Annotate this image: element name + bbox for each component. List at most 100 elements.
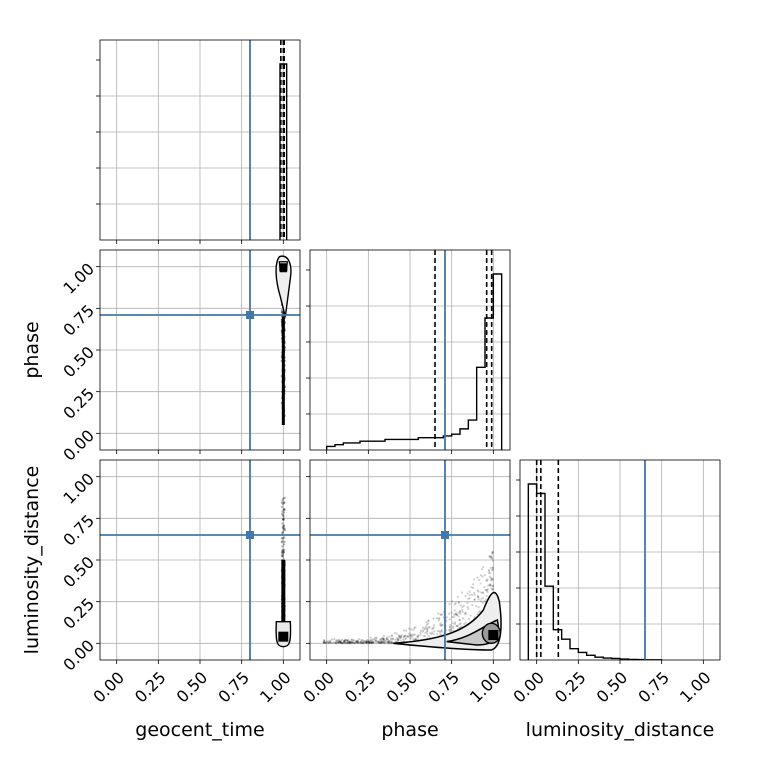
panel-luminosity_distance-vs-phase-sample-point <box>466 606 469 609</box>
panel-luminosity_distance-vs-phase-sample-point <box>363 641 366 644</box>
panel-luminosity_distance-vs-geocent_time-content <box>100 460 300 660</box>
panel-luminosity_distance-vs-phase-sample-point <box>419 629 423 632</box>
panel-luminosity_distance-vs-geocent_time-sample-point <box>282 518 285 521</box>
panel-luminosity_distance-vs-phase-sample-point <box>421 630 424 633</box>
panel-luminosity_distance-vs-phase-sample-point <box>346 642 349 645</box>
panel-luminosity_distance-vs-phase-sample-point <box>346 638 349 642</box>
panel-luminosity_distance-vs-phase-sample-point <box>375 636 378 639</box>
panel-luminosity_distance-vs-phase-sample-point <box>425 623 429 626</box>
panel-luminosity_distance-vs-phase-sample-point <box>397 637 401 640</box>
panel-phase-vs-geocent_time-dense-band <box>281 316 285 425</box>
panel-luminosity_distance-vs-phase-sample-point <box>348 641 351 645</box>
panel-luminosity_distance-vs-phase-sample-point <box>360 642 363 645</box>
panel-luminosity_distance-vs-phase-sample-point <box>471 583 475 586</box>
panel-luminosity_distance-vs-phase-sample-point <box>337 640 341 643</box>
panel-luminosity_distance-vs-phase-sample-point <box>437 619 440 622</box>
panel-luminosity_distance-vs-phase-sample-point <box>359 640 362 643</box>
panel-luminosity_distance-vs-phase-sample-point <box>407 635 410 638</box>
panel-luminosity_distance-vs-phase-sample-point <box>369 636 372 639</box>
panel-luminosity_distance-vs-phase-sample-point <box>375 639 378 642</box>
panel-luminosity_distance-vs-phase-sample-point <box>479 582 482 585</box>
panel-luminosity_distance-vs-phase-sample-point <box>382 638 385 641</box>
panel-luminosity_distance-vs-phase-sample-point <box>428 626 431 629</box>
panel-phase-vs-geocent_time-sample-point <box>280 310 284 314</box>
panel-luminosity_distance-vs-phase-sample-point <box>356 641 360 644</box>
panel-phase-vs-geocent_time-ytick-label: 0.00 <box>59 426 98 465</box>
panel-luminosity_distance-vs-phase-sample-point <box>382 640 386 643</box>
panel-luminosity_distance-vs-phase-xtick-label: 0.00 <box>299 668 338 707</box>
panel-luminosity_distance-vs-phase-sample-point <box>490 551 494 554</box>
panel-luminosity_distance-vs-phase-sample-point <box>377 641 381 644</box>
panel-luminosity_distance-vs-phase-sample-point <box>365 641 368 644</box>
panel-luminosity_distance-vs-phase-sample-point <box>379 641 382 645</box>
panel-luminosity_distance-vs-phase-sample-point <box>340 641 344 645</box>
panel-luminosity_distance-vs-phase-sample-point <box>347 641 350 644</box>
panel-luminosity_distance-vs-geocent_time-ytick-label: 0.25 <box>59 594 98 633</box>
panel-luminosity_distance-vs-phase-sample-point <box>491 584 494 587</box>
panel-luminosity_distance-vs-phase-sample-point <box>395 636 399 640</box>
panel-luminosity_distance-vs-phase-sample-point <box>453 615 456 619</box>
panel-luminosity_distance-vs-phase-injection-marker <box>441 531 449 539</box>
panel-luminosity_distance-vs-geocent_time-xtick-label: 0.50 <box>173 668 212 707</box>
panel-luminosity_distance-vs-phase-sample-point <box>413 633 416 636</box>
panel-luminosity_distance-vs-phase-sample-point <box>366 641 369 644</box>
panel-luminosity_distance-vs-phase-sample-point <box>460 608 464 612</box>
panel-luminosity_distance-vs-phase-sample-point <box>338 640 341 644</box>
panel-luminosity_distance-vs-phase-sample-point <box>477 596 480 599</box>
panel-luminosity_distance-vs-phase-sample-point <box>338 640 341 644</box>
panel-luminosity_distance-vs-phase-sample-point <box>449 628 452 631</box>
panel-luminosity_distance-vs-phase-sample-point <box>323 639 326 642</box>
panel-luminosity_distance-vs-phase-sample-point <box>448 626 452 629</box>
panel-luminosity_distance-vs-phase-sample-point <box>374 639 377 642</box>
panel-luminosity_distance-vs-phase-sample-point <box>397 635 401 638</box>
panel-luminosity_distance-vs-phase-sample-point <box>477 598 480 601</box>
panel-luminosity_distance-vs-phase-sample-point <box>359 641 363 644</box>
panel-luminosity_distance-vs-phase-sample-point <box>473 591 476 595</box>
panel-luminosity_distance-vs-phase-sample-point <box>343 639 347 642</box>
panel-luminosity_distance-vs-phase-sample-point <box>353 641 356 645</box>
panel-luminosity_distance-vs-phase-sample-point <box>456 624 459 628</box>
panel-luminosity_distance-vs-phase-sample-point <box>388 642 391 645</box>
panel-luminosity_distance-vs-geocent_time-injection-marker <box>246 531 254 539</box>
panel-phase-vs-geocent_time-injection-marker <box>246 311 254 319</box>
panel-luminosity_distance-vs-phase-sample-point <box>454 613 457 616</box>
panel-luminosity_distance-vs-phase-sample-point <box>345 639 348 642</box>
panel-luminosity_distance-vs-phase-sample-point <box>380 637 383 641</box>
panel-luminosity_distance-vs-phase-sample-point <box>473 598 476 602</box>
panel-luminosity_distance-vs-phase-sample-point <box>346 639 349 642</box>
panel-luminosity_distance-vs-phase-sample-point <box>358 642 361 645</box>
panel-phase-vs-geocent_time-ytick-label: 0.50 <box>59 343 98 382</box>
panel-luminosity_distance-vs-phase-sample-point <box>367 641 371 644</box>
panel-luminosity_distance-vs-phase-sample-point <box>481 601 485 605</box>
panel-luminosity_distance-vs-phase-sample-point <box>368 641 371 644</box>
panel-luminosity_distance-vs-geocent_time-ytick-label: 0.50 <box>59 553 98 592</box>
panel-luminosity_distance-vs-phase-sample-point <box>387 640 390 643</box>
panel-luminosity_distance-vs-phase-sample-point <box>486 588 489 591</box>
panel-luminosity_distance-vs-phase-sample-point <box>436 629 439 633</box>
panel-luminosity_distance-vs-phase-sample-point <box>365 641 368 644</box>
panel-luminosity_distance-vs-phase-sample-point <box>423 627 426 630</box>
panel-luminosity_distance-vs-phase-sample-point <box>453 622 457 626</box>
panel-luminosity_distance-vs-phase-sample-point <box>478 610 481 613</box>
panel-luminosity_distance-vs-phase-sample-point <box>470 585 473 589</box>
panel-luminosity_distance-vs-phase-sample-point <box>365 640 368 643</box>
panel-luminosity_distance-vs-phase-sample-point <box>323 641 326 644</box>
panel-luminosity_distance-vs-geocent_time-sample-point <box>282 551 285 554</box>
panel-luminosity_distance-vs-phase-sample-point <box>367 640 370 643</box>
panel-luminosity_distance-vs-geocent_time-sample-point <box>280 554 284 557</box>
panel-luminosity_distance-vs-phase-sample-point <box>476 613 479 616</box>
panel-luminosity_distance-vs-phase-sample-point <box>350 640 353 644</box>
panel-luminosity_distance-vs-phase-sample-point <box>460 625 463 628</box>
panel-luminosity_distance-vs-phase-sample-point <box>391 637 394 640</box>
panel-luminosity_distance-vs-phase-sample-point <box>408 627 411 630</box>
panel-luminosity_distance-vs-phase-sample-point <box>370 638 373 641</box>
panel-luminosity_distance-vs-phase-sample-point <box>473 598 476 601</box>
panel-luminosity_distance-vs-phase-sample-point <box>323 638 326 642</box>
panel-luminosity_distance-vs-phase-sample-point <box>473 578 476 581</box>
panel-luminosity_distance-vs-phase-sample-point <box>476 595 480 598</box>
xaxis-label-phase: phase <box>381 719 438 741</box>
panel-luminosity_distance-vs-phase-sample-point <box>348 641 351 644</box>
panel-luminosity_distance-vs-phase-sample-point <box>346 642 349 645</box>
panel-luminosity_distance-vs-phase-sample-point <box>388 640 391 643</box>
panel-luminosity_distance-vs-phase-sample-point <box>341 642 344 645</box>
